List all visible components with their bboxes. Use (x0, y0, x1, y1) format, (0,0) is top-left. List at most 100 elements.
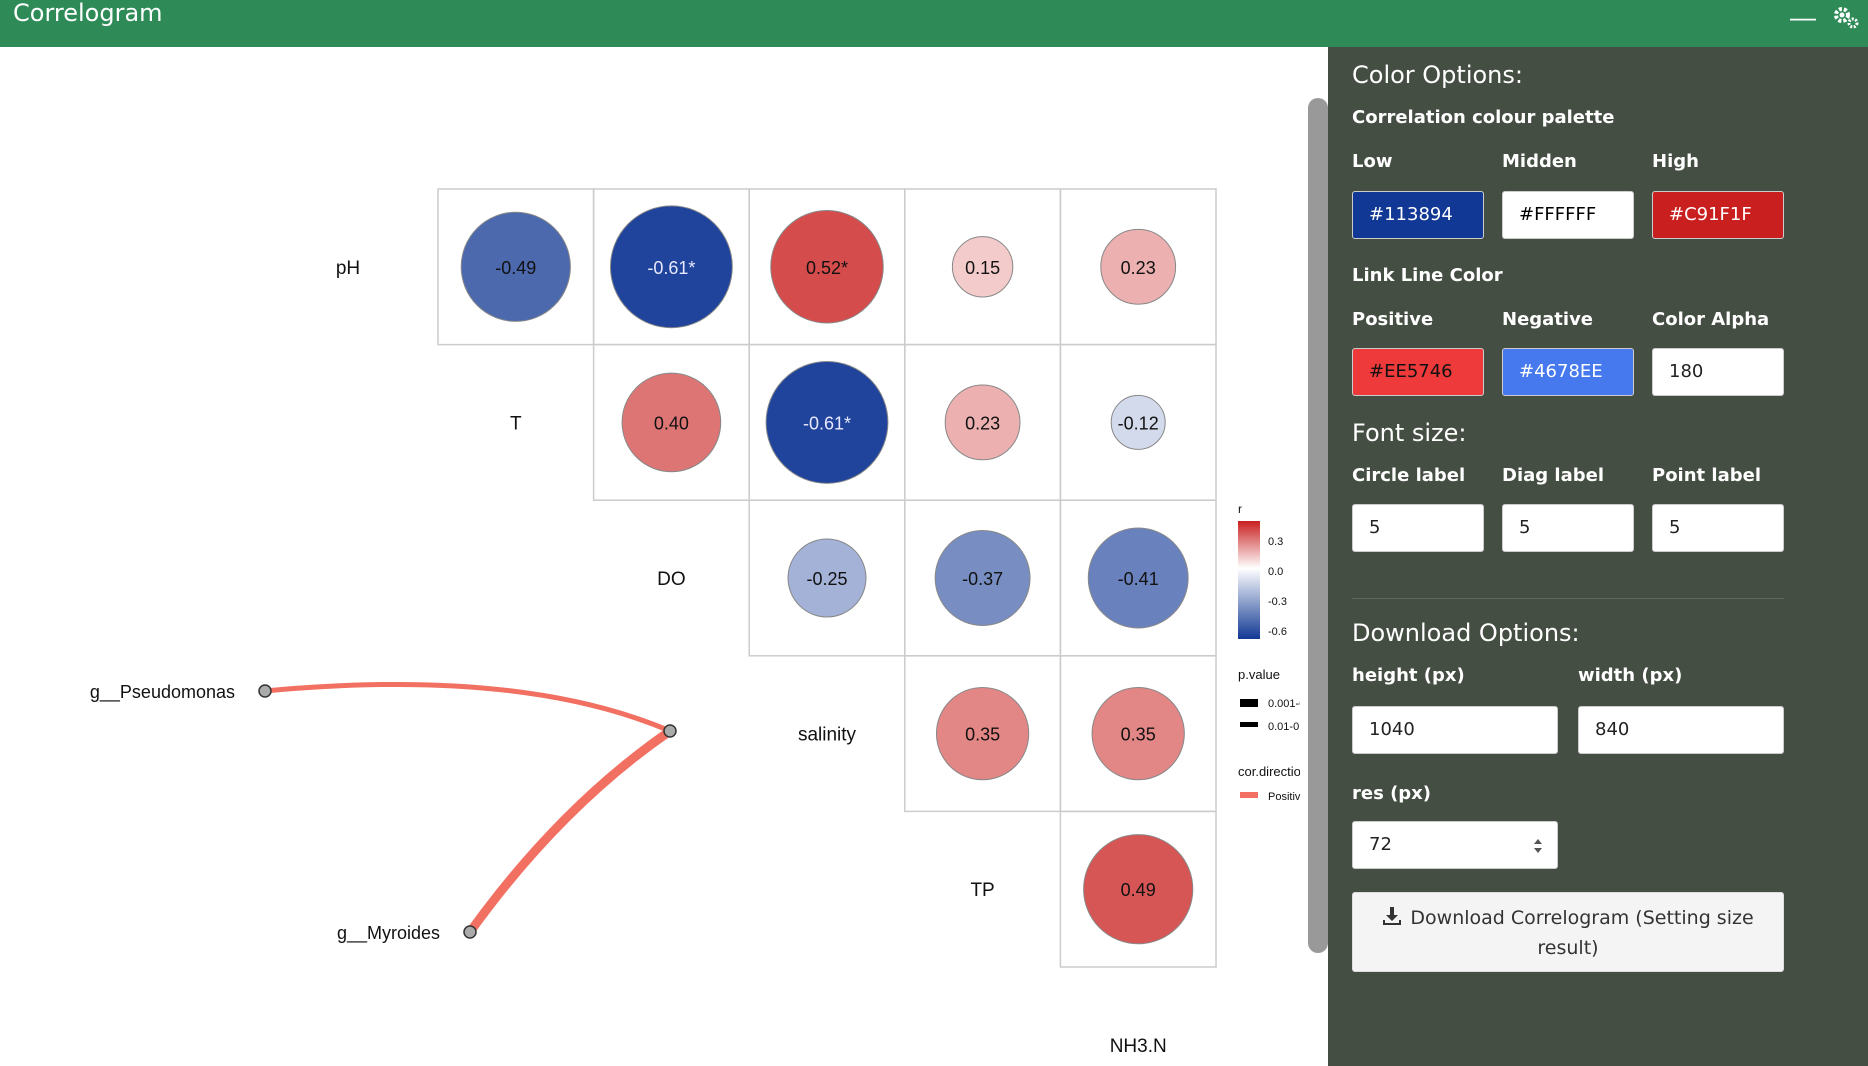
correlation-circle (1091, 686, 1185, 781)
low-color-input[interactable]: #113894 (1352, 191, 1484, 239)
correlation-value-label: 0.35 (1121, 725, 1156, 745)
low-label: Low (1352, 151, 1393, 172)
legend-r-tick: -0.6 (1268, 626, 1287, 638)
high-color-input[interactable]: #C91F1F (1652, 191, 1784, 239)
diag-label-label: Diag label (1502, 465, 1604, 486)
correlation-circle (934, 530, 1031, 626)
correlation-value-label: -0.25 (806, 569, 847, 589)
diag-label-input[interactable]: 5 (1502, 504, 1634, 552)
link-line-color-label: Link Line Color (1352, 265, 1503, 286)
download-button-label: Download Correlogram (Setting size resul… (1410, 907, 1754, 959)
link-node (663, 724, 677, 738)
species-node (463, 925, 477, 939)
panel-divider (1352, 598, 1784, 599)
res-input[interactable]: 72 (1352, 821, 1558, 869)
correlation-circle (609, 205, 733, 329)
circle-label-label: Circle label (1352, 465, 1466, 486)
legend-direction-swatch (1240, 792, 1258, 798)
download-correlogram-button[interactable]: Download Correlogram (Setting size resul… (1352, 892, 1784, 972)
legend-p-title: p.value (1238, 667, 1280, 682)
minimize-icon[interactable]: — (1790, 2, 1816, 32)
species-label: g__Pseudomonas (90, 682, 235, 703)
download-options-heading: Download Options: (1352, 619, 1580, 647)
correlation-circle (944, 384, 1021, 461)
height-label: height (px) (1352, 665, 1465, 686)
circle-label-input[interactable]: 5 (1352, 504, 1484, 552)
midden-color-input[interactable]: #FFFFFF (1502, 191, 1634, 239)
legend-r-title: r (1238, 502, 1242, 516)
point-label-label: Point label (1652, 465, 1761, 486)
correlation-circle (1110, 394, 1166, 450)
correlation-circle (787, 538, 867, 618)
correlation-value-label: 0.35 (965, 725, 1000, 745)
correlation-value-label: -0.61* (647, 258, 695, 278)
link-line (264, 681, 671, 734)
correlation-value-label: 0.15 (965, 258, 1000, 278)
settings-gear-icon[interactable] (1832, 4, 1860, 30)
legend-r-colorbar (1238, 521, 1260, 639)
title-bar: Correlogram — (0, 0, 1868, 47)
high-label: High (1652, 151, 1699, 172)
positive-color-input[interactable]: #EE5746 (1352, 348, 1484, 396)
correlation-circle (935, 686, 1030, 781)
correlogram-plot-area: pH T DO salinity TP NH3.N -0.49 -0.61* 0.52* 0.15… (0, 47, 1328, 1066)
variable-label: TP (970, 880, 994, 901)
species-node (258, 684, 272, 698)
correlation-circle (1083, 834, 1194, 945)
font-size-heading: Font size: (1352, 419, 1467, 447)
app-title: Correlogram (13, 0, 163, 27)
correlation-value-label: 0.23 (965, 413, 1000, 433)
correlation-circle (951, 236, 1014, 298)
download-icon (1383, 907, 1402, 925)
legend-r-tick: -0.3 (1268, 596, 1287, 608)
palette-label: Correlation colour palette (1352, 107, 1615, 128)
legend-p-swatch (1240, 699, 1258, 707)
legend-p-label: 0.001-0.01 (1268, 698, 1300, 710)
correlation-value-label: -0.41 (1118, 569, 1159, 589)
legend-direction-title: cor.direction (1238, 764, 1300, 779)
width-label: width (px) (1578, 665, 1683, 686)
correlation-value-label: 0.23 (1121, 258, 1156, 278)
negative-label: Negative (1502, 309, 1594, 330)
correlation-value-label: 0.52* (806, 258, 848, 278)
variable-label: DO (657, 569, 686, 590)
correlation-circle (1087, 527, 1189, 629)
correlogram-chart: pH T DO salinity TP NH3.N -0.49 -0.61* 0.52* 0.15… (90, 188, 1300, 1057)
variable-label: pH (336, 258, 360, 279)
link-line (466, 727, 673, 935)
legend-r-tick: 0.3 (1268, 536, 1283, 548)
correlation-circle (1100, 228, 1177, 305)
correlation-circle (460, 211, 571, 322)
options-panel: Color Options: Correlation colour palett… (1328, 47, 1868, 1066)
variable-label: salinity (798, 725, 857, 746)
positive-label: Positive (1352, 309, 1434, 330)
correlation-value-label: -0.49 (495, 258, 536, 278)
color-alpha-label: Color Alpha (1652, 309, 1770, 330)
correlation-circle (765, 360, 889, 484)
point-label-input[interactable]: 5 (1652, 504, 1784, 552)
midden-label: Midden (1502, 151, 1577, 172)
variable-label: T (510, 413, 522, 434)
species-label: g__Myroides (337, 923, 440, 944)
grid-cell (1059, 810, 1217, 968)
legend-p-label: 0.01-0.05 (1268, 721, 1300, 733)
correlation-value-label: 0.49 (1121, 880, 1156, 900)
color-alpha-input[interactable]: 180 (1652, 348, 1784, 396)
correlation-value-label: 0.40 (654, 413, 689, 433)
number-spinner-icon[interactable] (1533, 836, 1543, 856)
legend-r-tick: 0.0 (1268, 566, 1283, 578)
color-options-heading: Color Options: (1352, 61, 1523, 89)
correlation-value-label: -0.61* (803, 413, 851, 433)
correlation-value-label: -0.37 (962, 569, 1003, 589)
correlation-value-label: -0.12 (1118, 413, 1159, 433)
negative-color-input[interactable]: #4678EE (1502, 348, 1634, 396)
correlation-circle (770, 210, 884, 324)
res-label: res (px) (1352, 783, 1432, 804)
legend-direction-label: Positive (1268, 791, 1300, 803)
width-input[interactable]: 840 (1578, 706, 1784, 754)
legend-p-swatch (1240, 722, 1258, 727)
variable-label: NH3.N (1110, 1036, 1167, 1057)
plot-scrollbar-thumb[interactable] (1308, 98, 1328, 953)
height-input[interactable]: 1040 (1352, 706, 1558, 754)
res-value: 72 (1369, 834, 1392, 855)
